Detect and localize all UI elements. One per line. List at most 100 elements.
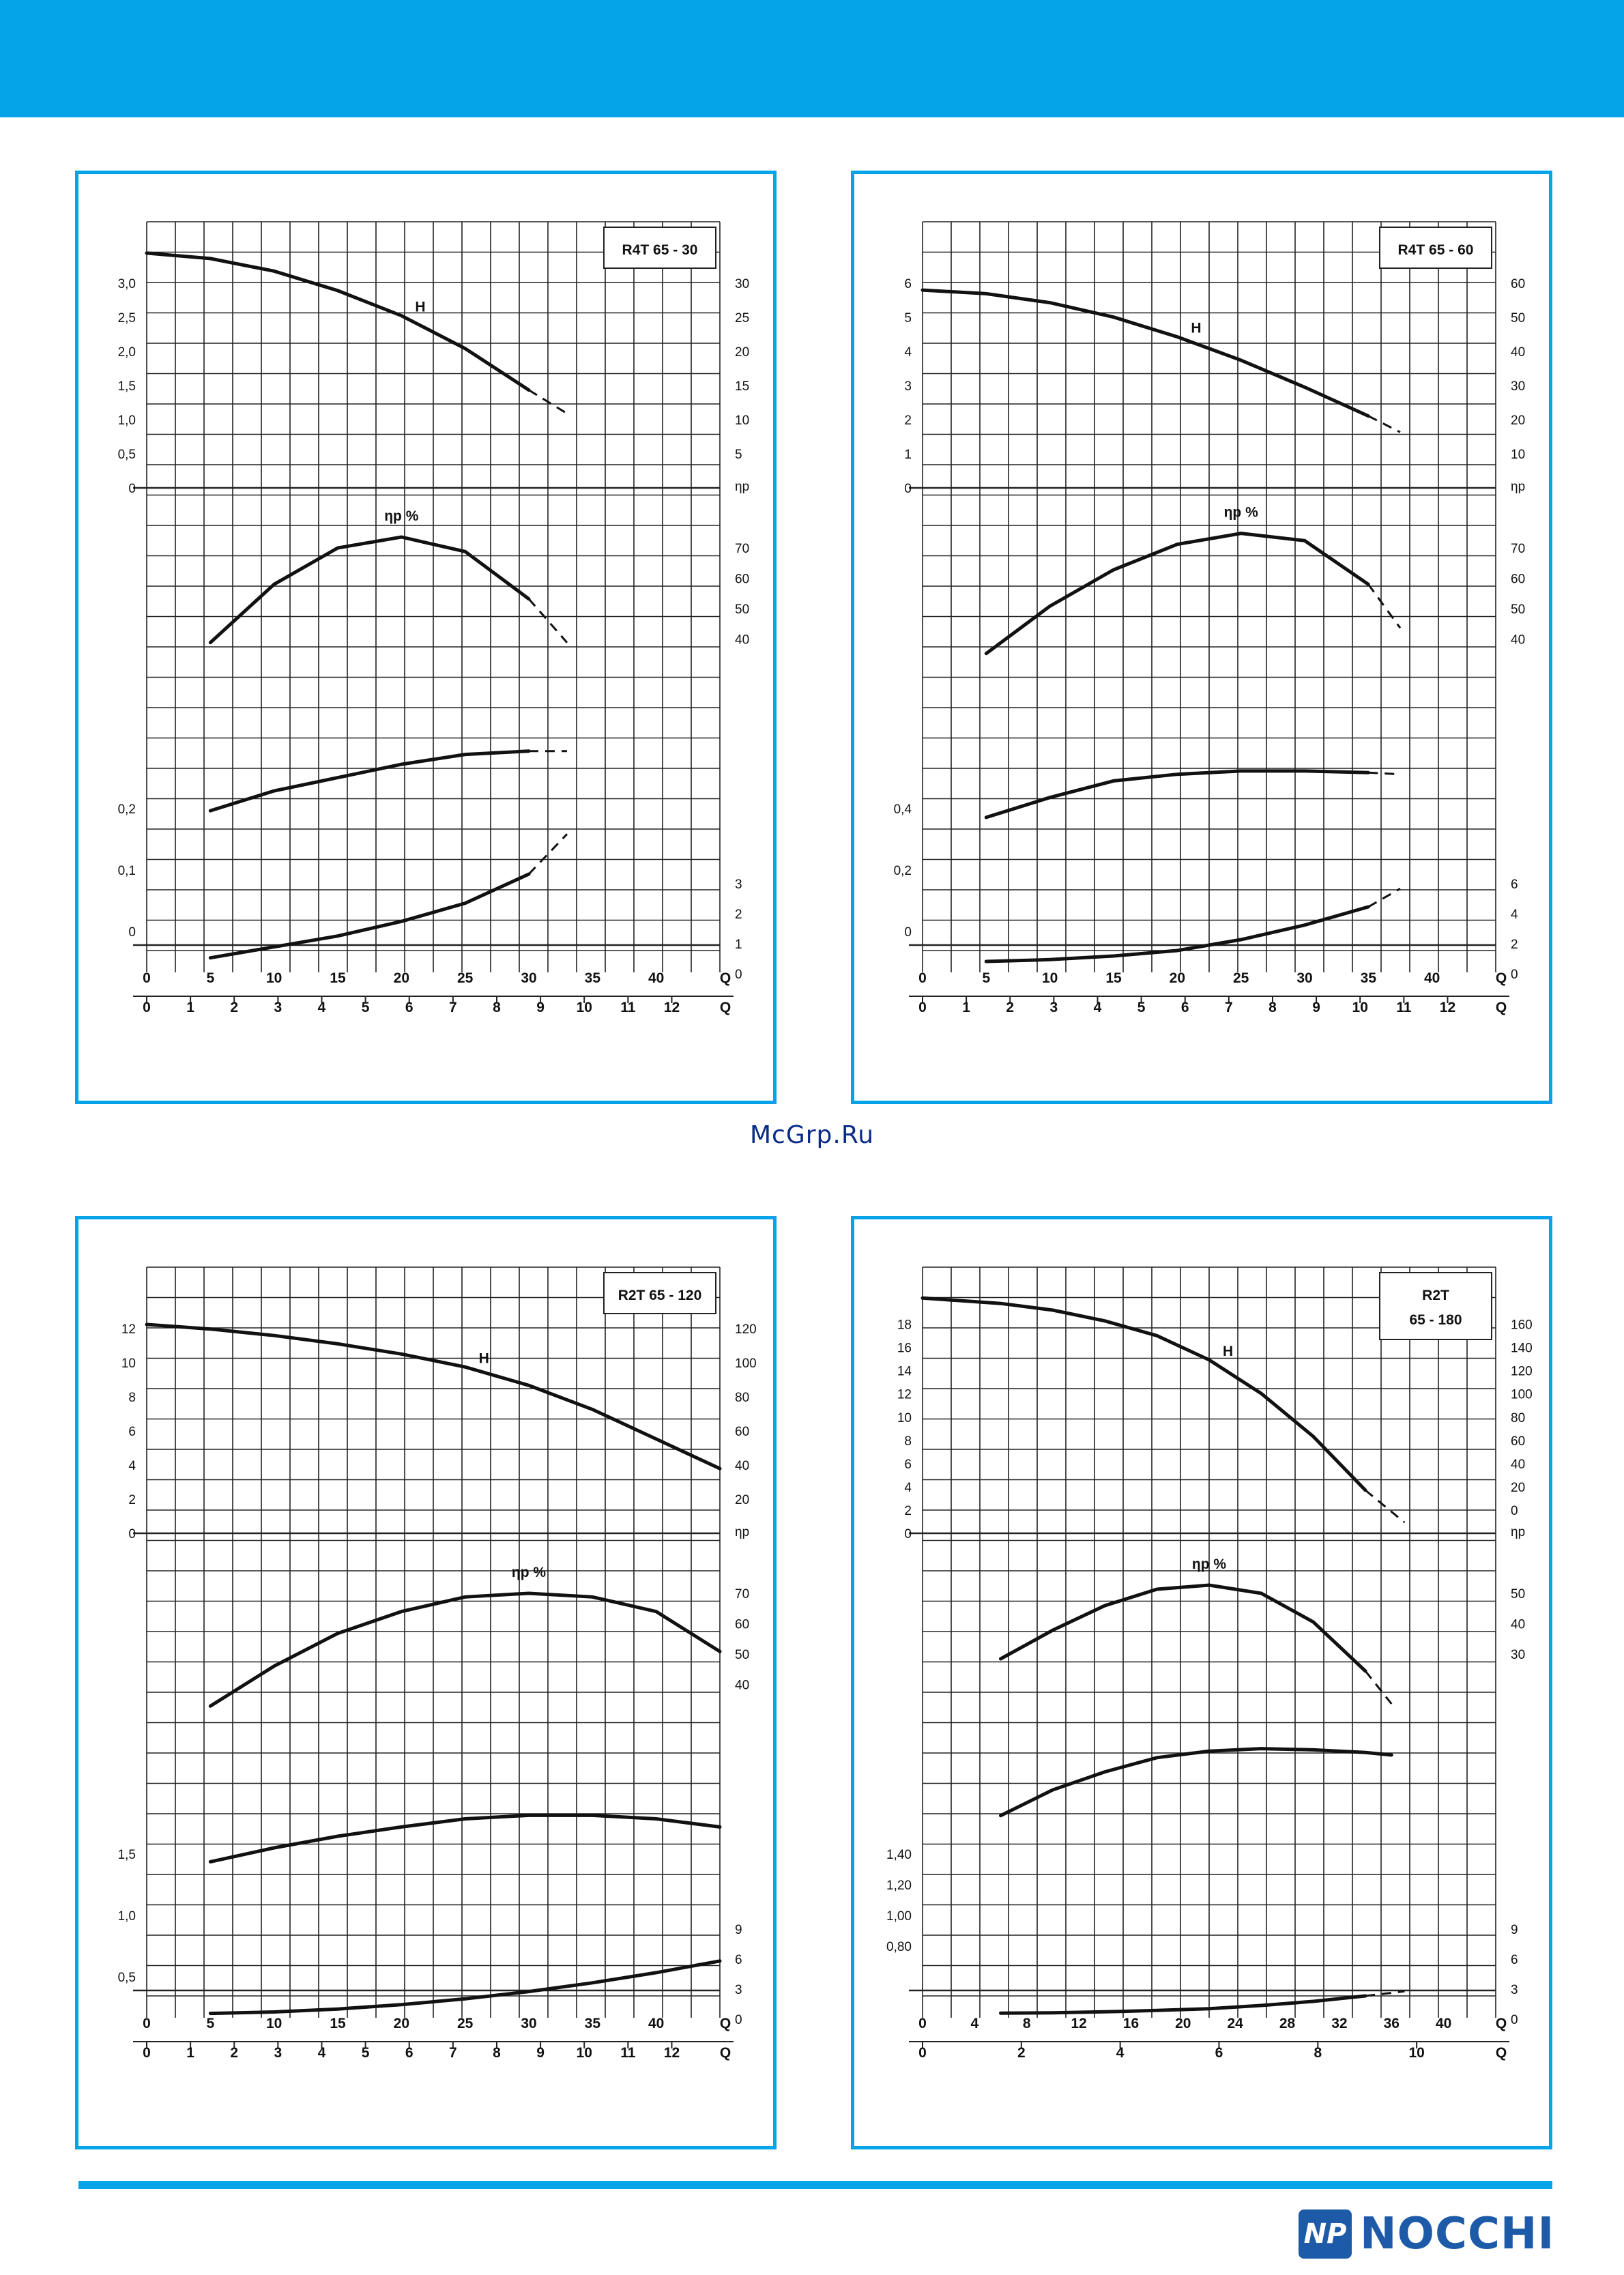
h-right-tick-label: 30 — [1511, 379, 1525, 394]
x-bottom-tick-label: 10 — [1408, 2045, 1424, 2061]
x-bottom-tick-label: 12 — [664, 1000, 680, 1015]
x-bottom-tick-label: 1 — [962, 1000, 970, 1015]
npsh-right-tick-label: 2 — [1511, 938, 1518, 952]
x-top-tick-label: 20 — [1170, 970, 1185, 986]
h-right-tick-label: 10 — [1511, 448, 1525, 462]
h-right-tick-label: 20 — [735, 1493, 749, 1507]
h-right-tick-label: 5 — [735, 448, 742, 462]
x-top-tick-label: 5 — [982, 970, 990, 986]
x-bottom-tick-label: 6 — [405, 1000, 414, 1015]
x-bottom-tick-label: 6 — [405, 2045, 414, 2061]
npsh-curve — [208, 1959, 722, 2016]
x-bottom-tick-label: 1 — [186, 2045, 194, 2061]
x-top-tick-label: 40 — [1424, 970, 1440, 986]
chart-panel-r4t-65-30: R4T 65 - 30 3,0 2,5 2,0 1,5 1,0 0,5 0 30 25 20 15 10… — [75, 171, 777, 1104]
npsh-curve — [999, 1994, 1367, 2015]
chart-title: R4T 65 - 60 — [1398, 242, 1474, 258]
eta-axis-label: ηp — [1511, 480, 1525, 494]
eta-curve — [999, 1583, 1367, 1673]
chart-panel-r2t-65-180: R2T 65 - 180 18 16 14 12 10 8 6 4 2 0 160 140 120 100 80… — [851, 1216, 1552, 2149]
x-bottom-tick-label: 3 — [1050, 1000, 1058, 1015]
eta-curve-dashed — [1367, 583, 1402, 629]
eta-axis-label: ηp — [735, 1525, 749, 1539]
eta-right-tick-label: 30 — [1511, 1648, 1525, 1662]
npsh-right-tick-label: 1 — [735, 938, 742, 952]
h-right-tick-label: 40 — [1511, 345, 1525, 360]
x-bottom-tick-label: 6 — [1215, 2045, 1223, 2061]
x-top-tick-label: 10 — [266, 970, 282, 986]
x-top-tick-label: 16 — [1123, 2016, 1139, 2031]
power-curve — [208, 749, 531, 813]
x-bottom-tick-label: 4 — [1094, 1000, 1102, 1015]
x-top-tick-label: 30 — [521, 970, 536, 986]
h-left-tick-label: 5 — [904, 311, 912, 325]
npsh-right-tick-label: 9 — [735, 1923, 742, 1937]
x-top-tick-label: 5 — [206, 2016, 214, 2031]
eta-right-tick-label: 50 — [735, 1648, 749, 1662]
x-bottom-tick-label: 0 — [143, 1000, 151, 1015]
x-bottom-tick-label: 8 — [493, 2045, 501, 2061]
x-bottom-tick-label: 1 — [186, 1000, 194, 1015]
x-top-tick-label: 10 — [266, 2016, 282, 2031]
h-left-tick-label: 1 — [904, 448, 912, 462]
x-bottom-tick-label: 12 — [664, 2045, 680, 2061]
h-right-tick-label: 40 — [735, 1459, 749, 1473]
npsh-right-tick-label: 6 — [1511, 878, 1518, 892]
eta-right-tick-label: 40 — [1511, 633, 1525, 648]
x-bottom-tick-label: 10 — [577, 1000, 592, 1015]
h-curve — [145, 1322, 722, 1470]
h-left-tick-label: 0 — [904, 1527, 912, 1541]
h-left-tick-label: 4 — [128, 1459, 136, 1473]
x-bottom-tick-label: 4 — [318, 2045, 326, 2061]
h-left-tick-label: 1,5 — [118, 379, 136, 394]
x-bottom-tick-label: 10 — [1352, 1000, 1368, 1015]
x-top-tick-label: 5 — [206, 970, 214, 986]
h-left-tick-label: 2,5 — [118, 311, 136, 325]
x-top-tick-label: 25 — [1233, 970, 1249, 986]
eta-right-tick-label: 60 — [735, 573, 749, 587]
x-bottom-tick-label: 9 — [1312, 1000, 1320, 1015]
h-right-tick-label: 60 — [1511, 1434, 1525, 1449]
np-logo-icon: NP — [1299, 2209, 1352, 2259]
x-bottom-tick-label: 3 — [274, 2045, 282, 2061]
eta-right-tick-label: 50 — [1511, 603, 1525, 617]
eta-right-tick-label: 50 — [735, 603, 749, 617]
chart-panel-r2t-65-120: R2T 65 - 120 12 10 8 6 4 2 0 120 100 80 60 40 20 ηp 70 6… — [75, 1216, 777, 2149]
x-bottom-tick-label: 0 — [918, 2045, 927, 2061]
h-left-tick-label: 3,0 — [118, 277, 136, 291]
x-bottom-tick-label: 4 — [1116, 2045, 1125, 2061]
chart-title: R2T — [1422, 1288, 1449, 1303]
chart-title-box — [603, 227, 716, 269]
h-right-tick-label: 60 — [735, 1425, 749, 1439]
power-curve-dashed — [1368, 771, 1401, 776]
p-left-tick-label: 0 — [904, 925, 912, 940]
power-curve — [208, 1813, 722, 1864]
x-bottom-tick-label: 12 — [1440, 1000, 1455, 1015]
h-left-tick-label: 2 — [904, 414, 912, 428]
npsh-right-tick-label: 6 — [1511, 1953, 1518, 1967]
h-right-tick-label: 100 — [735, 1357, 757, 1371]
h-left-tick-label: 16 — [897, 1342, 912, 1356]
npsh-right-tick-label: 0 — [1511, 968, 1518, 982]
chart-title: R2T 65 - 120 — [618, 1288, 702, 1303]
npsh-right-tick-label: 0 — [735, 2013, 742, 2027]
h-right-tick-label: 10 — [735, 414, 749, 428]
x-top-tick-label: 36 — [1384, 2016, 1400, 2031]
x-bottom-tick-label: 9 — [536, 2045, 545, 2061]
h-curve — [145, 251, 531, 392]
npsh-curve-dashed — [1365, 1990, 1405, 1997]
p-left-tick-label: 1,5 — [118, 1848, 136, 1862]
h-left-tick-label: 2 — [128, 1493, 136, 1507]
x-top-tick-label: 20 — [394, 970, 409, 986]
eta-curve-label: ηp % — [1224, 505, 1258, 521]
npsh-right-tick-label: 6 — [735, 1953, 742, 1967]
x-bottom-tick-label: 5 — [1137, 1000, 1146, 1015]
pump-curve-chart-3: R2T 65 - 12012108642012010080604020ηp706… — [118, 1266, 757, 2061]
h-right-tick-label: 160 — [1511, 1318, 1533, 1333]
npsh-curve-dashed — [527, 833, 568, 875]
x-bottom-tick-label: 0 — [918, 1000, 927, 1015]
x-top-tick-label: 32 — [1331, 2016, 1347, 2031]
x-bottom-tick-label: 5 — [362, 1000, 370, 1015]
x-top-tick-label: 10 — [1042, 970, 1058, 986]
h-left-tick-label: 0 — [128, 1527, 136, 1541]
